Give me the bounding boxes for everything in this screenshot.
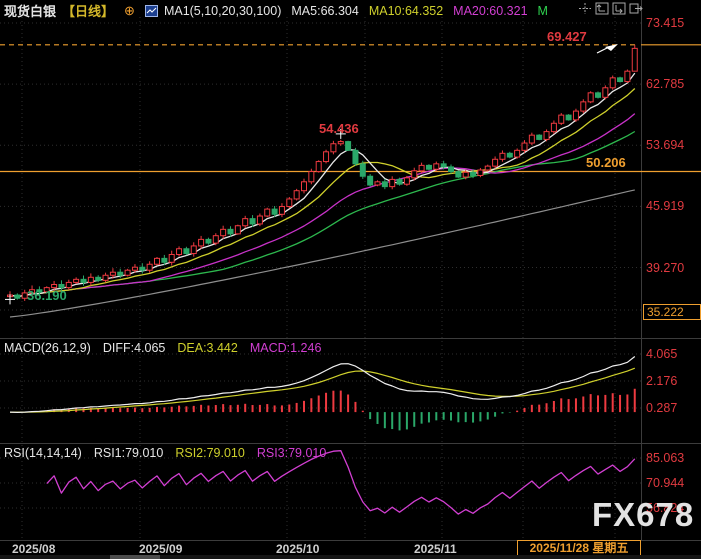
macd-value: MACD:1.246: [249, 341, 322, 355]
price-axis-label: 73.415: [646, 16, 685, 30]
macd-lines: [9, 356, 636, 413]
price-axis-min-label: 35.222: [643, 304, 701, 320]
crosshair-icon[interactable]: [578, 2, 592, 15]
macd-dea-value: DEA:3.442: [177, 341, 238, 355]
price-axis-label: 45.919: [646, 199, 685, 213]
rsi3-value: RSI3:79.010: [256, 446, 327, 460]
rsi-axis-label: 56.824: [646, 501, 685, 515]
ma-lines: [9, 72, 636, 318]
chart-header: 现货白银 【日线】 ⊕ MA1(5,10,20,30,100) MA5:66.3…: [4, 1, 548, 20]
x-axis-label: 2025/08: [12, 542, 56, 556]
low-price-label: 36.190: [27, 288, 67, 303]
ma30-value: M: [537, 3, 548, 18]
rsi-header: RSI(14,14,14) RSI1:79.010 RSI2:79.010 RS…: [4, 446, 326, 460]
level-line-label: 50.206: [586, 155, 626, 170]
macd-header: MACD(26,12,9) DIFF:4.065 DEA:3.442 MACD:…: [4, 341, 321, 355]
level-lines: [0, 44, 701, 173]
period-label[interactable]: 【日线】: [62, 4, 115, 19]
ma-settings-label: MA1(5,10,20,30,100): [163, 3, 282, 18]
ma20-value: MA20:60.321: [453, 3, 528, 18]
macd-title: MACD(26,12,9): [4, 341, 91, 355]
chart-type-icon[interactable]: [144, 4, 158, 17]
peak-price-label: 54.436: [319, 121, 359, 136]
x-axis-label: 2025/10: [276, 542, 320, 556]
price-axis-label: 39.270: [646, 261, 685, 275]
macd-histogram: [16, 388, 636, 431]
cursor-arrow: [605, 44, 618, 51]
macd-axis-label: 2.176: [646, 374, 678, 388]
rsi-line: [46, 450, 636, 515]
macd-axis-label: 0.287: [646, 401, 678, 415]
ma10-value: MA10:64.352: [368, 3, 444, 18]
rsi-axis-label: 70.944: [646, 476, 685, 490]
x-axis-label: 2025/11: [414, 542, 457, 556]
scale-right-icon[interactable]: [612, 2, 626, 15]
rsi2-value: RSI2:79.010: [175, 446, 245, 460]
high-price-label: 69.427: [547, 29, 587, 44]
gridlines: [0, 17, 641, 538]
rsi-title: RSI(14,14,14): [4, 446, 82, 460]
ma5-value: MA5:66.304: [291, 3, 359, 18]
macd-diff-value: DIFF:4.065: [102, 341, 166, 355]
scrollbar-track[interactable]: [0, 555, 701, 559]
chart-toolbar: [578, 2, 643, 15]
scrollbar-thumb[interactable]: [110, 555, 160, 559]
watermark: FX678: [592, 496, 695, 533]
add-indicator-icon[interactable]: ⊕: [124, 2, 135, 18]
candlestick-layer: [7, 44, 638, 301]
x-axis-label: 2025/09: [139, 542, 183, 556]
scale-left-icon[interactable]: [595, 2, 609, 15]
macd-axis-label: 4.065: [646, 347, 678, 361]
pan-right-icon[interactable]: [629, 2, 643, 15]
symbol-title: 现货白银: [4, 4, 57, 19]
price-axis-label: 53.694: [646, 138, 685, 152]
price-axis-label: 62.785: [646, 77, 685, 91]
markers: [5, 44, 618, 305]
rsi-axis-label: 85.063: [646, 451, 685, 465]
rsi1-value: RSI1:79.010: [93, 446, 164, 460]
